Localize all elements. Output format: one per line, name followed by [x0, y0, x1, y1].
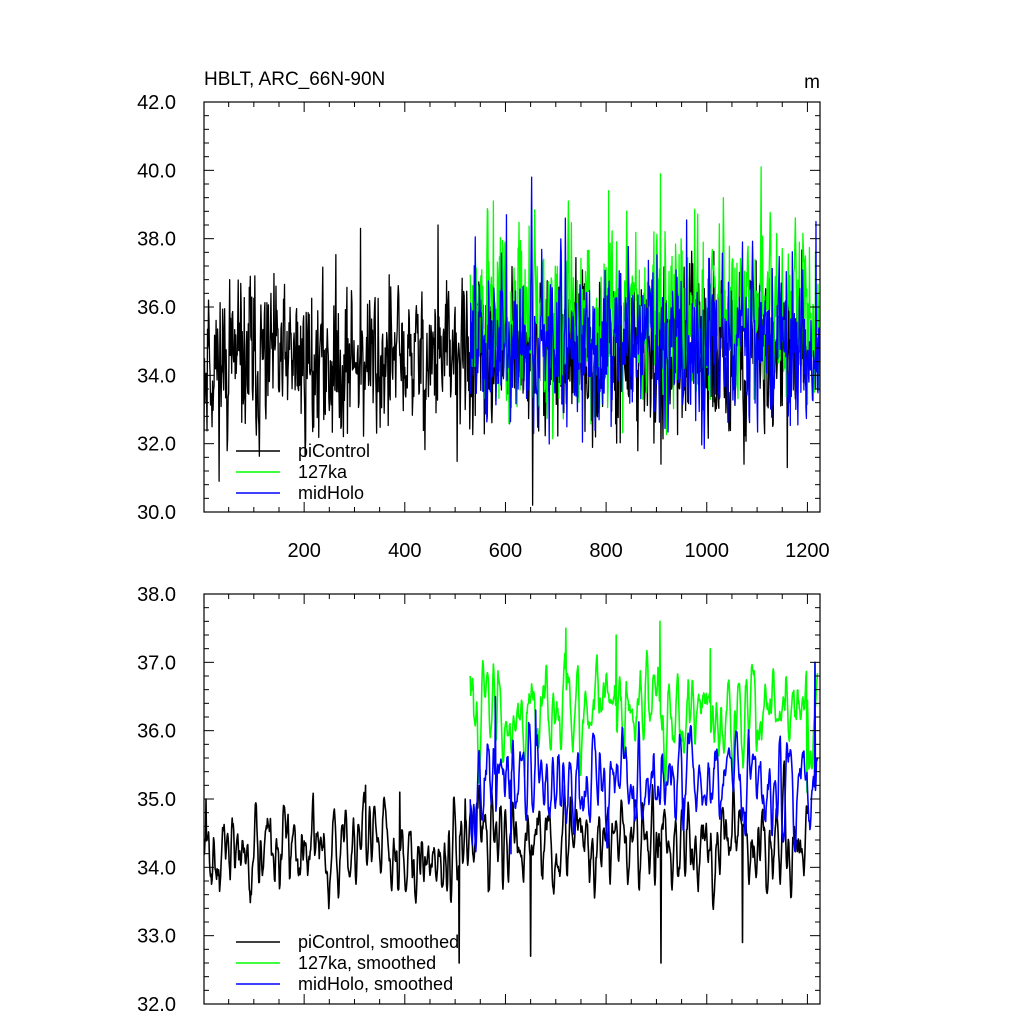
chart-title: HBLT, ARC_66N-90N: [204, 69, 385, 90]
legend-label: piControl: [298, 441, 370, 461]
y-tick-label: 37.0: [137, 652, 176, 674]
series-line-picontrol-smoothed: [204, 760, 809, 964]
legend-label: 127ka, smoothed: [298, 953, 436, 973]
series-line-midholo: [469, 176, 820, 450]
legend-label: 127ka: [298, 462, 348, 482]
series-layer: [204, 166, 820, 506]
y-tick-label: 34.0: [137, 857, 176, 879]
y-tick-label: 38.0: [137, 584, 176, 606]
axes: 200 400 600 800 1000 1200 30.0 32.0 34.0 36.0 38.0…: [137, 92, 830, 562]
series-line-midholo-smoothed: [469, 661, 819, 855]
x-tick-label: 200: [287, 540, 320, 562]
y-tick-label: 33.0: [137, 926, 176, 948]
axes: 32.0 33.0 34.0 35.0 36.0 37.0 38.0: [137, 584, 821, 1016]
top-chart-panel: HBLT, ARC_66N-90N m piControl127kamidHol…: [137, 69, 830, 562]
y-tick-label: 38.0: [137, 229, 176, 251]
x-tick-label: 800: [589, 540, 622, 562]
y-tick-label: 40.0: [137, 160, 176, 182]
x-tick-label: 1000: [685, 540, 730, 562]
y-tick-label: 36.0: [137, 297, 176, 319]
x-tick-label: 600: [489, 540, 522, 562]
legend-label: piControl, smoothed: [298, 932, 459, 952]
series-line-127ka-smoothed: [469, 620, 819, 793]
y-tick-label: 42.0: [137, 92, 176, 114]
y-tick-label: 30.0: [137, 502, 176, 524]
y-tick-label: 32.0: [137, 434, 176, 456]
x-tick-label: 400: [388, 540, 421, 562]
y-tick-label: 32.0: [137, 994, 176, 1016]
legend-label: midHolo: [298, 483, 364, 503]
y-tick-label: 35.0: [137, 789, 176, 811]
x-tick-label: 1200: [785, 540, 830, 562]
units-label: m: [804, 72, 820, 93]
series-layer: [204, 620, 819, 964]
y-tick-label: 34.0: [137, 365, 176, 387]
legend-label: midHolo, smoothed: [298, 974, 453, 994]
y-tick-label: 36.0: [137, 721, 176, 743]
